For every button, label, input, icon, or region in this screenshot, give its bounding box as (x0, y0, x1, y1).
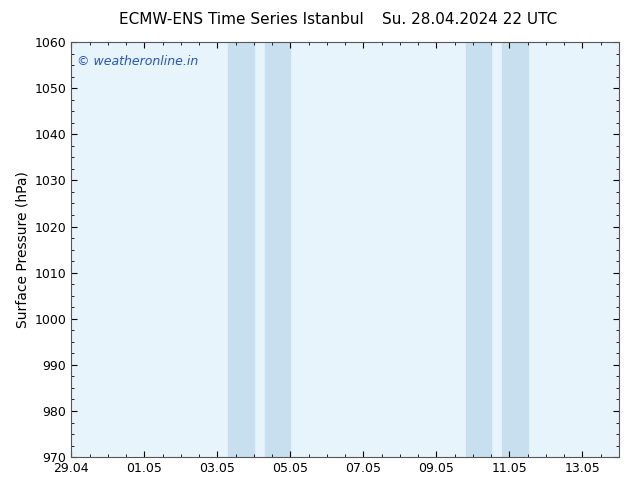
Text: ECMW-ENS Time Series Istanbul: ECMW-ENS Time Series Istanbul (119, 12, 363, 27)
Bar (502, 42, 527, 457)
Bar (465, 42, 491, 457)
Bar (228, 42, 254, 457)
Text: © weatheronline.in: © weatheronline.in (77, 54, 198, 68)
Y-axis label: Surface Pressure (hPa): Surface Pressure (hPa) (15, 171, 29, 328)
Bar (265, 42, 290, 457)
Text: Su. 28.04.2024 22 UTC: Su. 28.04.2024 22 UTC (382, 12, 557, 27)
